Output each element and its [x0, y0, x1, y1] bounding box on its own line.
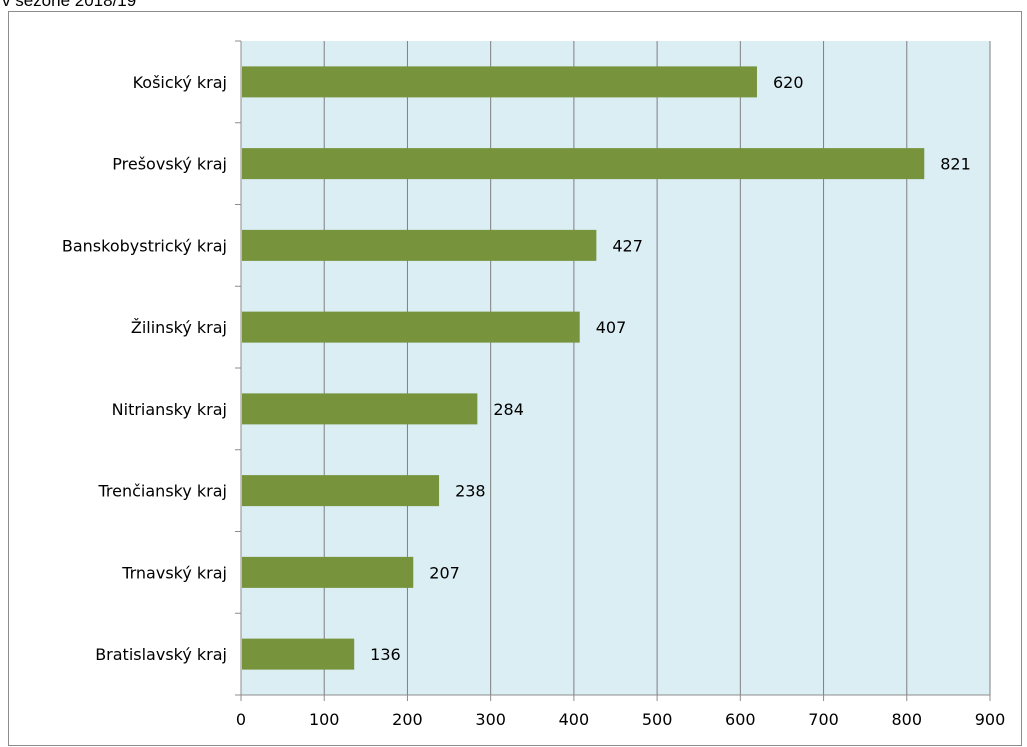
bar	[242, 148, 925, 180]
data-label: 620	[773, 73, 804, 92]
bar	[242, 393, 478, 425]
data-label: 427	[612, 236, 643, 255]
chart-frame: 0 100 200 300 400 500 600 700 800 900 Košický kraj…	[8, 11, 1022, 746]
category-label: Žilinský kraj	[131, 318, 227, 337]
x-tick-label: 600	[725, 710, 756, 729]
category-label: Košický kraj	[133, 73, 227, 92]
category-label: Trnavský kraj	[121, 563, 227, 582]
data-label: 284	[493, 400, 524, 419]
category-label: Prešovský kraj	[112, 155, 227, 174]
x-tick-label: 800	[892, 710, 923, 729]
category-label: Bratislavský kraj	[95, 645, 227, 664]
category-label: Nitriansky kraj	[112, 400, 227, 419]
x-tick-label: 400	[559, 710, 590, 729]
x-tick-label: 0	[236, 710, 246, 729]
x-tick-label: 100	[309, 710, 340, 729]
x-tick-label: 700	[808, 710, 839, 729]
chart-caption: v sezóne 2018/19	[2, 0, 137, 10]
x-tick-label: 900	[975, 710, 1006, 729]
data-label: 407	[596, 318, 627, 337]
bar	[242, 638, 355, 670]
x-tick-label: 200	[392, 710, 423, 729]
data-label: 136	[370, 645, 401, 664]
bar	[242, 556, 414, 588]
bar-chart: 0 100 200 300 400 500 600 700 800 900 Košický kraj…	[62, 40, 1006, 729]
category-label: Trenčiansky kraj	[98, 482, 228, 501]
bar	[242, 229, 597, 261]
bar	[242, 311, 580, 343]
data-label: 821	[940, 155, 971, 174]
data-label: 207	[429, 563, 460, 582]
bar	[242, 475, 440, 507]
x-tick-label: 300	[475, 710, 506, 729]
bar	[242, 66, 757, 98]
plot-area	[241, 41, 990, 695]
x-tick-label: 500	[642, 710, 673, 729]
data-label: 238	[455, 482, 486, 501]
category-label: Banskobystrický kraj	[62, 236, 227, 255]
